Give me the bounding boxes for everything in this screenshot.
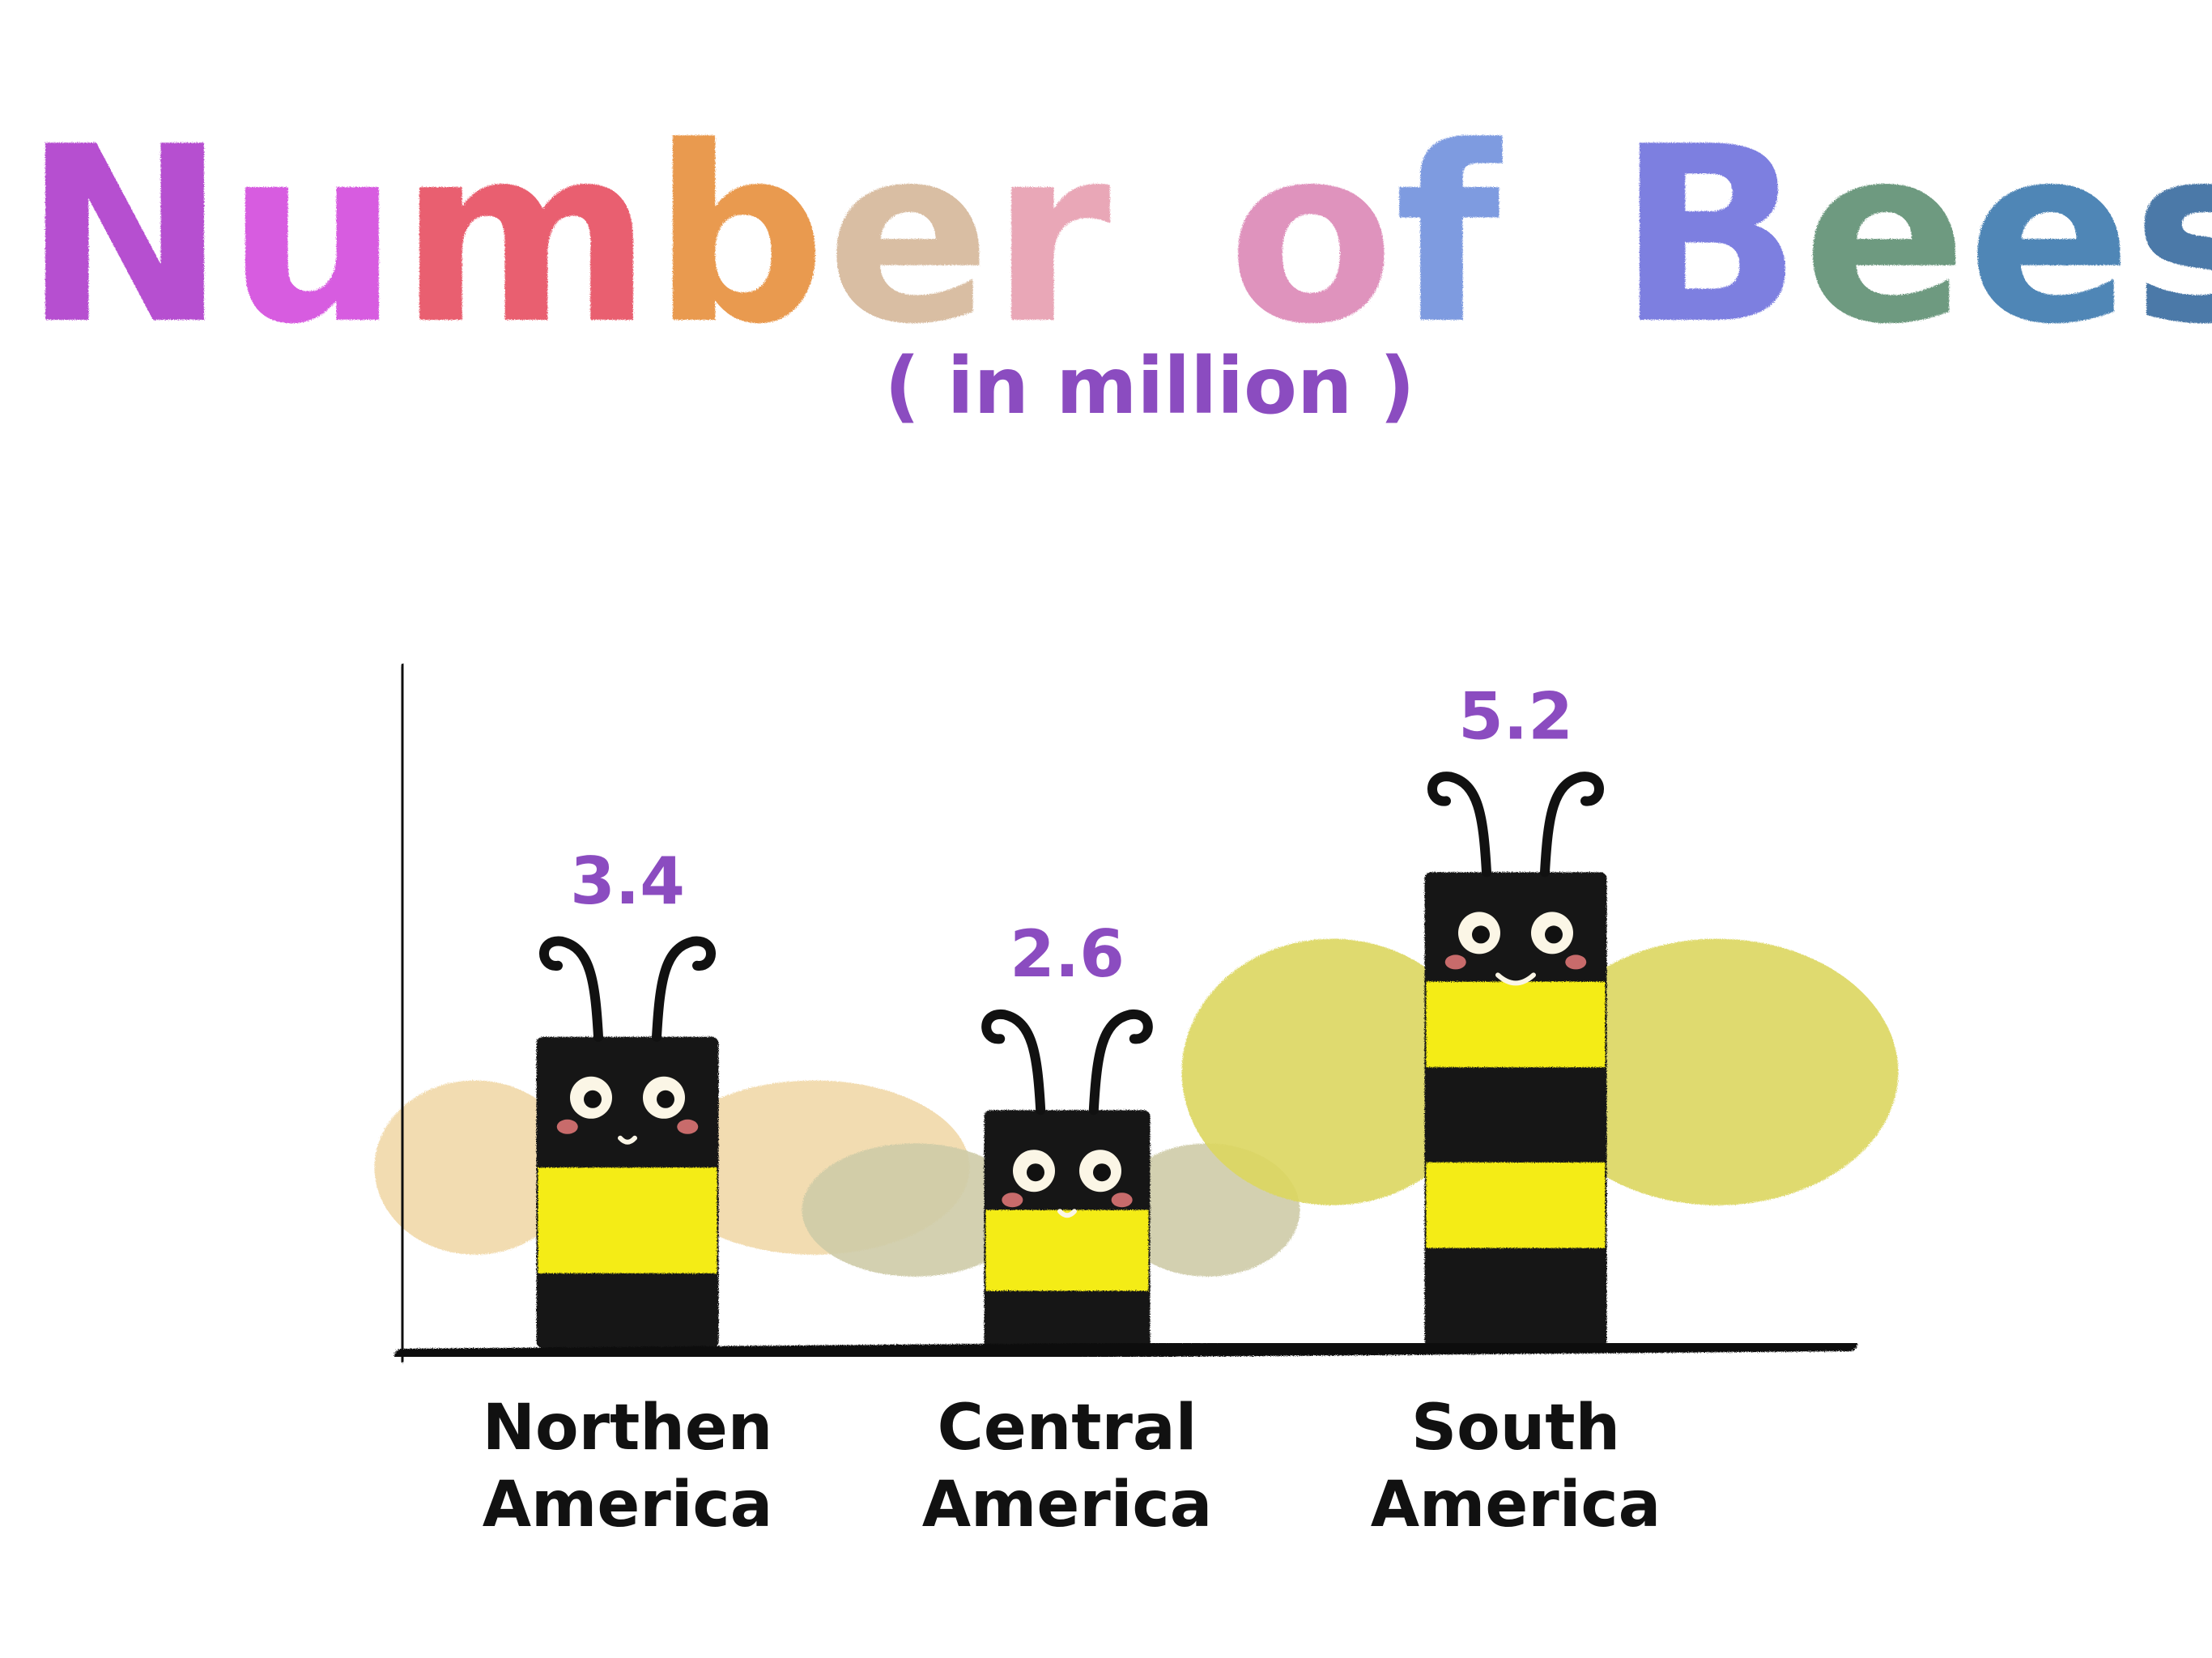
bee-pupil — [584, 1090, 602, 1108]
x-axis — [394, 1337, 1857, 1363]
bee-wing-right — [1537, 938, 1899, 1205]
category-label-1: Northen America — [483, 1392, 773, 1541]
bee-antenna — [1540, 772, 1604, 878]
chart-subtitle: ( in million ) — [884, 341, 1414, 432]
chart-title: Number of Bees — [23, 95, 2212, 377]
bee-antenna — [1088, 1010, 1153, 1116]
bee-smile — [1495, 972, 1536, 986]
chart-title-text: Number of Bees — [23, 95, 2212, 377]
bee-stripe — [985, 1209, 1149, 1291]
y-axis — [395, 664, 410, 1363]
bars-group: 3.4 2.6 5.2 — [374, 678, 1899, 1348]
value-label-3: 5.2 — [1458, 678, 1573, 754]
bee-pupil — [1472, 925, 1490, 944]
category-labels: Northen America Central America South America — [483, 1392, 1661, 1541]
bee-smile — [1057, 1209, 1077, 1218]
bee-smile — [618, 1135, 637, 1145]
bee-pupil — [657, 1090, 674, 1108]
bar-bee-3: 5.2 — [1181, 678, 1899, 1348]
bee-antenna — [1427, 772, 1491, 878]
bee-cheek — [556, 1119, 578, 1134]
bee-cheek — [1444, 954, 1466, 970]
bee-stripe — [1426, 1162, 1606, 1248]
bar-body — [1424, 872, 1607, 1348]
bee-wing-left — [374, 1080, 576, 1255]
value-label-2: 2.6 — [1010, 916, 1125, 992]
bee-cheek — [677, 1119, 699, 1134]
category-label-2: Central America — [922, 1392, 1213, 1541]
bee-cheek — [1002, 1192, 1023, 1208]
bee-pupil — [1093, 1163, 1111, 1182]
bee-antenna — [981, 1010, 1046, 1116]
bee-pupil — [1027, 1163, 1044, 1182]
bee-stripe — [538, 1167, 717, 1273]
bee-cheek — [1111, 1192, 1133, 1208]
bee-antenna — [539, 936, 603, 1042]
bee-wing-left — [1181, 938, 1483, 1205]
value-label-1: 3.4 — [570, 844, 685, 919]
bee-stripe — [1426, 981, 1606, 1068]
category-label-3: South America — [1371, 1392, 1661, 1541]
bee-pupil — [1545, 925, 1563, 944]
bee-antenna — [652, 936, 716, 1042]
bee-wing-left — [802, 1143, 1028, 1277]
bee-cheek — [1565, 954, 1587, 970]
